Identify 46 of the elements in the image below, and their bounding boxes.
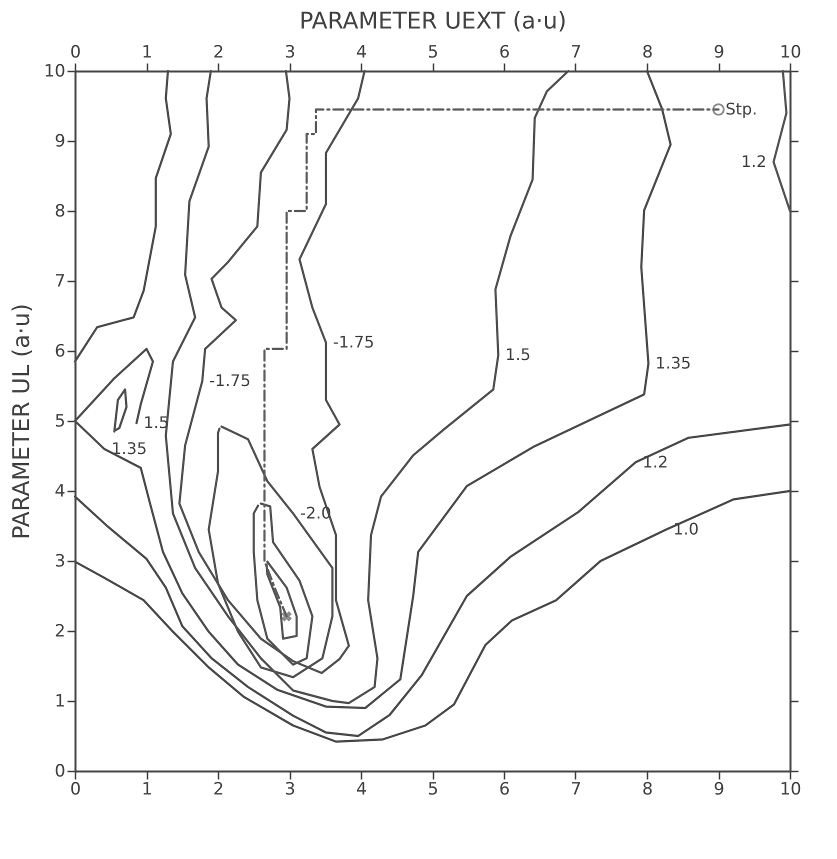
x2-tick-label: 4: [356, 42, 367, 62]
y-tick-label: 7: [54, 272, 66, 292]
x-tick-label: 4: [356, 780, 367, 800]
x-tick-label: 0: [70, 780, 81, 800]
y-tick-label: 1: [54, 692, 66, 712]
x-tick-label: 10: [780, 780, 802, 800]
annotation: 1.0: [673, 520, 699, 538]
line-series: [113, 388, 128, 433]
x-tick-label: 5: [428, 780, 438, 800]
y-axis-title: PARAMETER UL (a·u): [8, 303, 35, 540]
x2-tick-label: 9: [714, 42, 724, 62]
x2-tick-label: 5: [428, 42, 438, 62]
x2-tick-label: 1: [142, 42, 152, 62]
annotation: 1.2: [642, 452, 668, 472]
annotation: 1.5: [505, 345, 531, 364]
x2-tick-label: 2: [213, 42, 224, 62]
y-tick-label: 0: [54, 762, 66, 782]
y-tick-label: 9: [54, 132, 66, 152]
x2-tick-label: 6: [499, 42, 510, 62]
y-tick-label: 6: [54, 342, 66, 362]
x-tick-label: 2: [213, 780, 224, 800]
annotation: Stp.: [726, 100, 758, 118]
annotation: 1.2: [741, 152, 767, 171]
line-series: [772, 70, 792, 212]
x2-tick-label: 7: [570, 42, 582, 62]
x-tick-label: 8: [642, 780, 653, 800]
x-tick-label: 6: [499, 780, 510, 800]
x-tick-label: 7: [570, 780, 582, 800]
x2-tick-label: 3: [284, 42, 296, 62]
x2-tick-label: 10: [780, 42, 802, 62]
y-tick-label: 10: [44, 62, 66, 82]
x-tick-label: 9: [714, 780, 724, 800]
x2-tick-label: 0: [70, 42, 81, 62]
y-tick-label: 4: [54, 482, 66, 502]
y-tick-label: 5: [54, 412, 66, 432]
y-tick-label: 3: [54, 552, 66, 572]
annotation: -1.75: [209, 371, 251, 390]
y-tick-label: 8: [54, 202, 66, 222]
annotation: -1.75: [332, 332, 374, 352]
annotation: 1.35: [655, 354, 692, 373]
annotation: 1.35: [111, 439, 147, 458]
x2-tick-label: 8: [642, 42, 653, 62]
x2-axis-title: PARAMETER UEXT (a·u): [299, 8, 567, 34]
x-tick-label: 1: [142, 780, 152, 800]
x-tick-label: 3: [284, 780, 296, 800]
y-tick-label: 2: [54, 622, 66, 642]
